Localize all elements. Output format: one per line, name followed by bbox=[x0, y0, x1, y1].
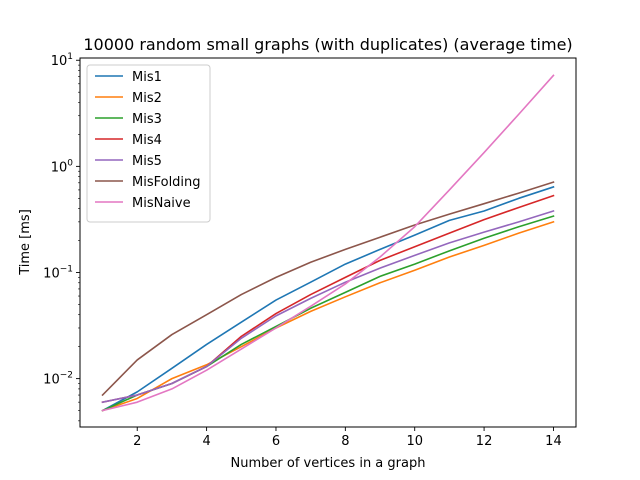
y-tick-label: 100 bbox=[51, 158, 74, 175]
chart-title: 10000 random small graphs (with duplicat… bbox=[83, 35, 572, 54]
x-tick-label: 6 bbox=[272, 434, 280, 449]
series-line-mis5 bbox=[101, 209, 555, 404]
series-line-misfolding bbox=[101, 181, 555, 397]
legend: Mis1 Mis2 Mis3 Mis4 Mis5 MisFolding MisNaive bbox=[86, 64, 211, 223]
series-line-misnaive bbox=[101, 74, 555, 412]
x-tick-label: 12 bbox=[476, 434, 493, 449]
y-tick-label: 101 bbox=[51, 52, 73, 69]
x-tick-label: 8 bbox=[341, 434, 349, 449]
legend-box bbox=[86, 64, 211, 223]
series-line-mis1 bbox=[101, 185, 555, 412]
legend-label-mis1: Mis1 bbox=[132, 70, 162, 85]
legend-label-mis2: Mis2 bbox=[132, 91, 162, 106]
x-tick-label: 2 bbox=[133, 434, 141, 449]
y-axis-label: Time [ms] bbox=[18, 209, 33, 276]
x-axis-label: Number of vertices in a graph bbox=[231, 456, 426, 471]
y-axis-ticks: 10−2 10−1 100 101 bbox=[43, 52, 80, 422]
x-axis-ticks: 2 4 6 8 10 12 14 bbox=[133, 427, 562, 449]
legend-label-mis5: Mis5 bbox=[132, 154, 162, 169]
series-line-mis2 bbox=[101, 220, 555, 412]
legend-label-mis3: Mis3 bbox=[132, 112, 162, 127]
x-tick-label: 10 bbox=[406, 434, 423, 449]
series-lines bbox=[101, 74, 555, 412]
legend-label-misnaive: MisNaive bbox=[132, 196, 191, 211]
plot-frame bbox=[79, 57, 577, 428]
legend-label-misfolding: MisFolding bbox=[132, 175, 201, 190]
x-tick-label: 14 bbox=[545, 434, 562, 449]
y-tick-label: 10−1 bbox=[43, 264, 73, 281]
x-tick-label: 4 bbox=[202, 434, 210, 449]
legend-label-mis4: Mis4 bbox=[132, 133, 162, 148]
y-tick-label: 10−2 bbox=[43, 371, 73, 388]
